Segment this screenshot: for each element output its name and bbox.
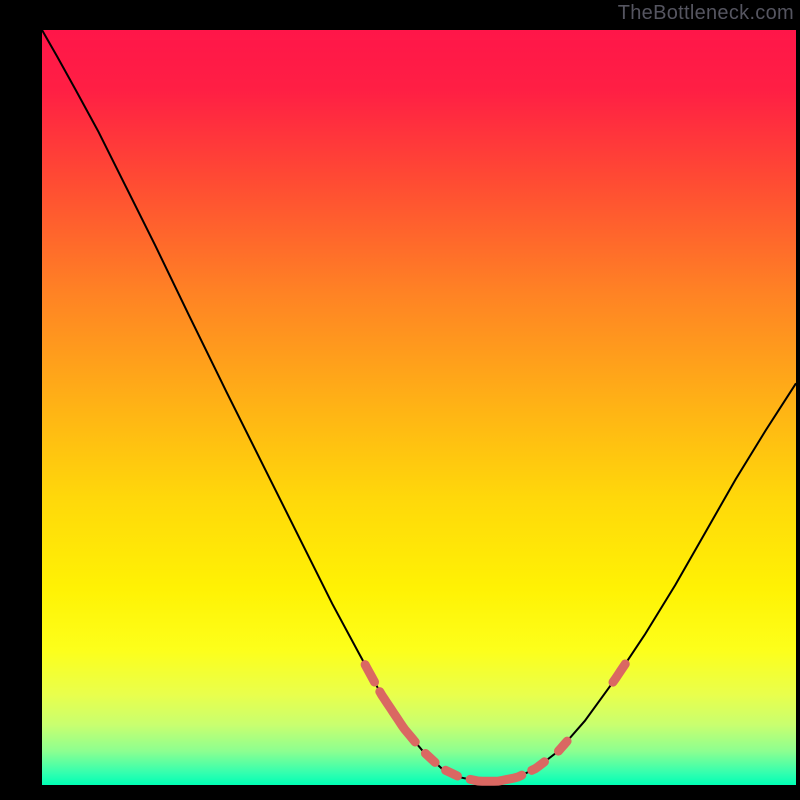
plot-background — [42, 30, 796, 785]
chart-container: TheBottleneck.com — [0, 0, 800, 800]
highlight-dash — [446, 770, 458, 776]
bottleneck-curve-chart — [0, 0, 800, 800]
